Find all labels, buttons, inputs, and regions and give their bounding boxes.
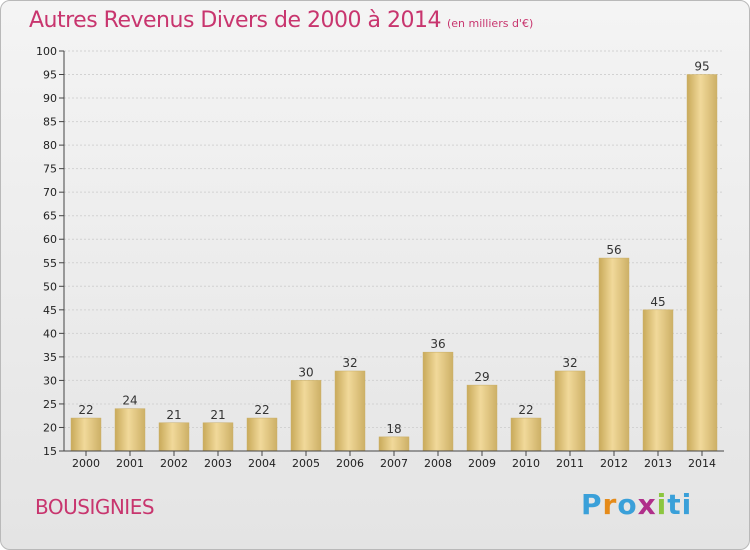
x-tick-label: 2012 [600,457,628,470]
x-tick-label: 2014 [688,457,716,470]
x-tick-label: 2007 [380,457,408,470]
data-label: 95 [694,60,709,74]
data-label: 24 [122,394,137,408]
y-tick-label: 35 [43,351,57,364]
bar [334,370,366,452]
logo-letter: P [581,488,603,521]
bar [598,257,630,452]
y-tick-label: 30 [43,374,57,387]
data-label: 21 [210,408,225,422]
y-tick-label: 20 [43,421,57,434]
data-label: 36 [430,337,445,351]
chart-title-main: Autres Revenus Divers de 2000 à 2014 [29,8,441,33]
bar [246,417,278,452]
x-tick-label: 2009 [468,457,496,470]
y-tick-label: 100 [36,45,57,58]
x-tick-label: 2006 [336,457,364,470]
y-tick-label: 90 [43,92,57,105]
data-label: 32 [342,356,357,370]
y-tick-label: 15 [43,445,57,458]
y-tick-label: 60 [43,233,57,246]
x-tick-label: 2010 [512,457,540,470]
chart-title-unit: (en milliers d'€) [446,17,534,30]
y-tick-label: 45 [43,304,57,317]
bar [290,380,322,452]
y-tick-label: 85 [43,116,57,129]
bar [554,370,586,452]
logo-letter: x [637,488,657,521]
commune-name: BOUSIGNIES [35,495,155,519]
y-tick-label: 70 [43,186,57,199]
data-label: 32 [562,356,577,370]
y-tick-label: 80 [43,139,57,152]
bar [114,408,146,452]
logo-letter: r [602,488,618,521]
x-tick-label: 2002 [160,457,188,470]
proxiti-logo: Proxiti [581,488,692,521]
chart-title: Autres Revenus Divers de 2000 à 2014 (en … [29,8,533,33]
logo-letter: o [617,488,638,521]
data-label: 22 [254,403,269,417]
x-tick-label: 2013 [644,457,672,470]
bar [466,384,498,452]
logo-letter: ti [667,488,693,521]
x-tick-label: 2004 [248,457,276,470]
data-label: 21 [166,408,181,422]
data-label: 18 [386,422,401,436]
bar [642,309,674,452]
logo-letter: i [656,488,668,521]
x-tick-label: 2011 [556,457,584,470]
bar [510,417,542,452]
y-tick-label: 40 [43,327,57,340]
chart-bars: 22 24 21 21 22 30 32 18 36 29 22 32 56 45 95 [70,60,718,452]
y-tick-label: 25 [43,398,57,411]
bar [158,422,190,452]
x-tick-label: 2005 [292,457,320,470]
bar [686,74,718,452]
x-tick-label: 2003 [204,457,232,470]
bar [422,351,454,452]
chart-axes: 15 20 25 30 35 40 45 50 55 60 65 70 75 80 85 90 95 100 200… [36,45,724,470]
data-label: 56 [606,243,621,257]
bar [202,422,234,452]
y-tick-label: 65 [43,210,57,223]
y-tick-label: 50 [43,280,57,293]
y-tick-label: 75 [43,163,57,176]
bar [70,417,102,452]
y-tick-label: 55 [43,257,57,270]
data-label: 30 [298,365,313,379]
data-label: 45 [650,295,665,309]
data-label: 22 [518,403,533,417]
data-label: 29 [474,370,489,384]
data-label: 22 [78,403,93,417]
x-tick-label: 2008 [424,457,452,470]
x-tick-label: 2001 [116,457,144,470]
y-tick-label: 95 [43,69,57,82]
bar [378,436,410,452]
x-tick-label: 2000 [72,457,100,470]
